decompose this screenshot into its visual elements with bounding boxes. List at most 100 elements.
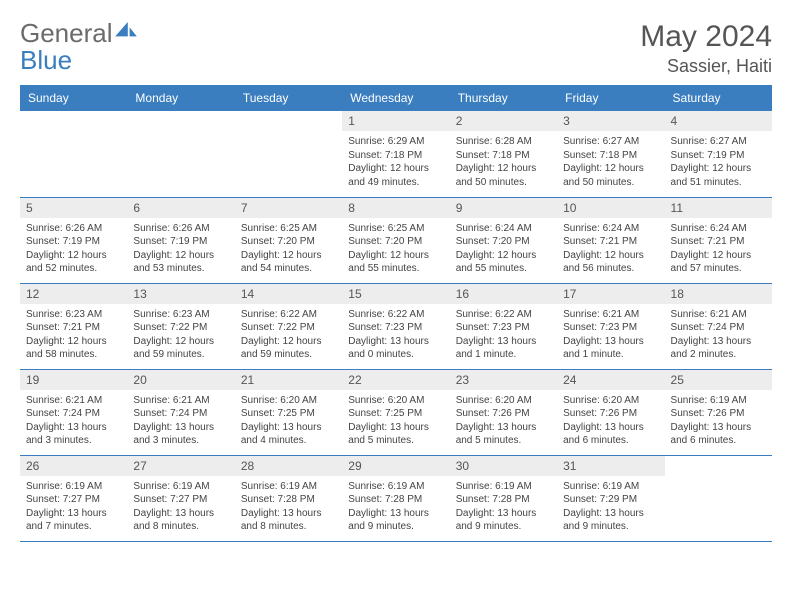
weekday-header: Tuesday (235, 85, 342, 111)
day-number: 11 (665, 198, 772, 218)
day-number: 7 (235, 198, 342, 218)
title-block: May 2024 Sassier, Haiti (640, 20, 772, 77)
day-content: Sunrise: 6:22 AMSunset: 7:22 PMDaylight:… (235, 304, 342, 368)
day-number: 6 (127, 198, 234, 218)
day-number: 13 (127, 284, 234, 304)
day-content: Sunrise: 6:19 AMSunset: 7:27 PMDaylight:… (20, 476, 127, 540)
day-content: Sunrise: 6:19 AMSunset: 7:27 PMDaylight:… (127, 476, 234, 540)
calendar-row: 12Sunrise: 6:23 AMSunset: 7:21 PMDayligh… (20, 283, 772, 369)
day-number: 9 (450, 198, 557, 218)
day-number: 15 (342, 284, 449, 304)
day-number: 16 (450, 284, 557, 304)
day-content: Sunrise: 6:20 AMSunset: 7:25 PMDaylight:… (235, 390, 342, 454)
day-content: Sunrise: 6:23 AMSunset: 7:22 PMDaylight:… (127, 304, 234, 368)
calendar-day: 11Sunrise: 6:24 AMSunset: 7:21 PMDayligh… (665, 197, 772, 283)
calendar-empty (20, 111, 127, 197)
day-number: 25 (665, 370, 772, 390)
day-content: Sunrise: 6:20 AMSunset: 7:25 PMDaylight:… (342, 390, 449, 454)
calendar-day: 30Sunrise: 6:19 AMSunset: 7:28 PMDayligh… (450, 455, 557, 541)
weekday-header: Friday (557, 85, 664, 111)
calendar-day: 1Sunrise: 6:29 AMSunset: 7:18 PMDaylight… (342, 111, 449, 197)
day-number: 2 (450, 111, 557, 131)
calendar-row: 5Sunrise: 6:26 AMSunset: 7:19 PMDaylight… (20, 197, 772, 283)
day-number: 31 (557, 456, 664, 476)
weekday-header: Sunday (20, 85, 127, 111)
logo: General Blue (20, 20, 137, 74)
day-number: 29 (342, 456, 449, 476)
day-number: 24 (557, 370, 664, 390)
day-content: Sunrise: 6:26 AMSunset: 7:19 PMDaylight:… (20, 218, 127, 282)
day-number: 19 (20, 370, 127, 390)
weekday-header: Monday (127, 85, 234, 111)
calendar-day: 6Sunrise: 6:26 AMSunset: 7:19 PMDaylight… (127, 197, 234, 283)
calendar-day: 2Sunrise: 6:28 AMSunset: 7:18 PMDaylight… (450, 111, 557, 197)
day-content: Sunrise: 6:20 AMSunset: 7:26 PMDaylight:… (557, 390, 664, 454)
weekday-header: Saturday (665, 85, 772, 111)
month-title: May 2024 (640, 20, 772, 54)
calendar-row: 19Sunrise: 6:21 AMSunset: 7:24 PMDayligh… (20, 369, 772, 455)
day-number: 28 (235, 456, 342, 476)
day-content: Sunrise: 6:26 AMSunset: 7:19 PMDaylight:… (127, 218, 234, 282)
day-number: 30 (450, 456, 557, 476)
day-number: 21 (235, 370, 342, 390)
logo-word2: Blue (20, 45, 72, 75)
day-content: Sunrise: 6:21 AMSunset: 7:24 PMDaylight:… (127, 390, 234, 454)
day-content: Sunrise: 6:28 AMSunset: 7:18 PMDaylight:… (450, 131, 557, 195)
day-content: Sunrise: 6:24 AMSunset: 7:21 PMDaylight:… (665, 218, 772, 282)
calendar-empty (235, 111, 342, 197)
calendar-day: 31Sunrise: 6:19 AMSunset: 7:29 PMDayligh… (557, 455, 664, 541)
calendar-day: 26Sunrise: 6:19 AMSunset: 7:27 PMDayligh… (20, 455, 127, 541)
calendar-day: 25Sunrise: 6:19 AMSunset: 7:26 PMDayligh… (665, 369, 772, 455)
day-number: 23 (450, 370, 557, 390)
calendar-day: 3Sunrise: 6:27 AMSunset: 7:18 PMDaylight… (557, 111, 664, 197)
day-number: 20 (127, 370, 234, 390)
calendar-day: 12Sunrise: 6:23 AMSunset: 7:21 PMDayligh… (20, 283, 127, 369)
day-content: Sunrise: 6:27 AMSunset: 7:19 PMDaylight:… (665, 131, 772, 195)
calendar-day: 23Sunrise: 6:20 AMSunset: 7:26 PMDayligh… (450, 369, 557, 455)
header: General Blue May 2024 Sassier, Haiti (20, 20, 772, 77)
day-number: 1 (342, 111, 449, 131)
day-content: Sunrise: 6:29 AMSunset: 7:18 PMDaylight:… (342, 131, 449, 195)
calendar-day: 28Sunrise: 6:19 AMSunset: 7:28 PMDayligh… (235, 455, 342, 541)
calendar-day: 19Sunrise: 6:21 AMSunset: 7:24 PMDayligh… (20, 369, 127, 455)
calendar-row: 26Sunrise: 6:19 AMSunset: 7:27 PMDayligh… (20, 455, 772, 541)
day-number: 17 (557, 284, 664, 304)
day-number: 8 (342, 198, 449, 218)
day-content: Sunrise: 6:21 AMSunset: 7:24 PMDaylight:… (20, 390, 127, 454)
weekday-header: Wednesday (342, 85, 449, 111)
calendar-day: 4Sunrise: 6:27 AMSunset: 7:19 PMDaylight… (665, 111, 772, 197)
calendar-day: 10Sunrise: 6:24 AMSunset: 7:21 PMDayligh… (557, 197, 664, 283)
calendar-day: 16Sunrise: 6:22 AMSunset: 7:23 PMDayligh… (450, 283, 557, 369)
location: Sassier, Haiti (640, 56, 772, 77)
day-content: Sunrise: 6:21 AMSunset: 7:23 PMDaylight:… (557, 304, 664, 368)
weekday-header: Thursday (450, 85, 557, 111)
day-content: Sunrise: 6:24 AMSunset: 7:21 PMDaylight:… (557, 218, 664, 282)
day-content: Sunrise: 6:19 AMSunset: 7:26 PMDaylight:… (665, 390, 772, 454)
day-content: Sunrise: 6:21 AMSunset: 7:24 PMDaylight:… (665, 304, 772, 368)
day-content: Sunrise: 6:19 AMSunset: 7:28 PMDaylight:… (235, 476, 342, 540)
sail-icon (115, 22, 137, 40)
calendar-day: 5Sunrise: 6:26 AMSunset: 7:19 PMDaylight… (20, 197, 127, 283)
calendar-empty (127, 111, 234, 197)
day-content: Sunrise: 6:25 AMSunset: 7:20 PMDaylight:… (342, 218, 449, 282)
calendar: SundayMondayTuesdayWednesdayThursdayFrid… (20, 85, 772, 542)
calendar-day: 8Sunrise: 6:25 AMSunset: 7:20 PMDaylight… (342, 197, 449, 283)
calendar-day: 9Sunrise: 6:24 AMSunset: 7:20 PMDaylight… (450, 197, 557, 283)
day-number: 3 (557, 111, 664, 131)
day-number: 18 (665, 284, 772, 304)
day-content: Sunrise: 6:19 AMSunset: 7:29 PMDaylight:… (557, 476, 664, 540)
day-number: 26 (20, 456, 127, 476)
calendar-day: 17Sunrise: 6:21 AMSunset: 7:23 PMDayligh… (557, 283, 664, 369)
day-content: Sunrise: 6:24 AMSunset: 7:20 PMDaylight:… (450, 218, 557, 282)
calendar-header: SundayMondayTuesdayWednesdayThursdayFrid… (20, 85, 772, 111)
day-content: Sunrise: 6:25 AMSunset: 7:20 PMDaylight:… (235, 218, 342, 282)
calendar-day: 29Sunrise: 6:19 AMSunset: 7:28 PMDayligh… (342, 455, 449, 541)
calendar-day: 15Sunrise: 6:22 AMSunset: 7:23 PMDayligh… (342, 283, 449, 369)
logo-word1: General (20, 18, 113, 48)
day-number: 10 (557, 198, 664, 218)
day-content: Sunrise: 6:27 AMSunset: 7:18 PMDaylight:… (557, 131, 664, 195)
day-number: 27 (127, 456, 234, 476)
day-content: Sunrise: 6:20 AMSunset: 7:26 PMDaylight:… (450, 390, 557, 454)
day-content: Sunrise: 6:23 AMSunset: 7:21 PMDaylight:… (20, 304, 127, 368)
day-content: Sunrise: 6:22 AMSunset: 7:23 PMDaylight:… (342, 304, 449, 368)
